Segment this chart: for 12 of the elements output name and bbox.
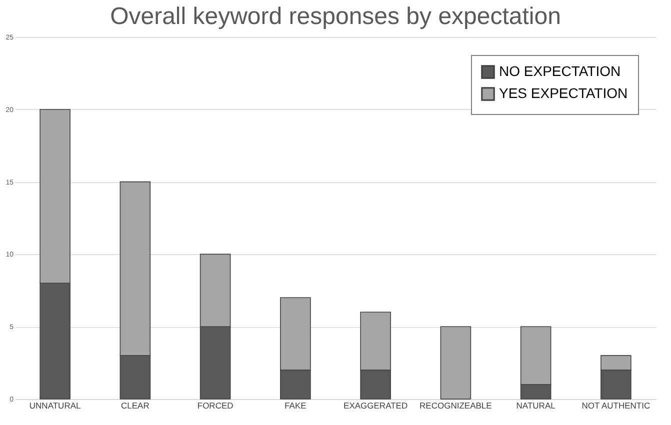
x-tick-label: FAKE [284,400,307,410]
x-tick-label: UNNATURAL [29,400,81,410]
x-tick-label: FORCED [197,400,234,410]
bar [440,326,472,400]
chart-title: Overall keyword responses by expectation [110,3,561,30]
x-tick-label: EXAGGERATED [344,400,408,410]
x-tick-label: NATURAL [516,400,556,410]
x-tick-label: NOT AUTHENTIC [582,400,650,410]
x-tick-label: CLEAR [121,400,150,410]
legend-label: YES EXPECTATION [499,85,628,101]
legend-label: NO EXPECTATION [499,63,621,79]
x-tick-label: RECOGNIZEABLE [420,400,492,410]
